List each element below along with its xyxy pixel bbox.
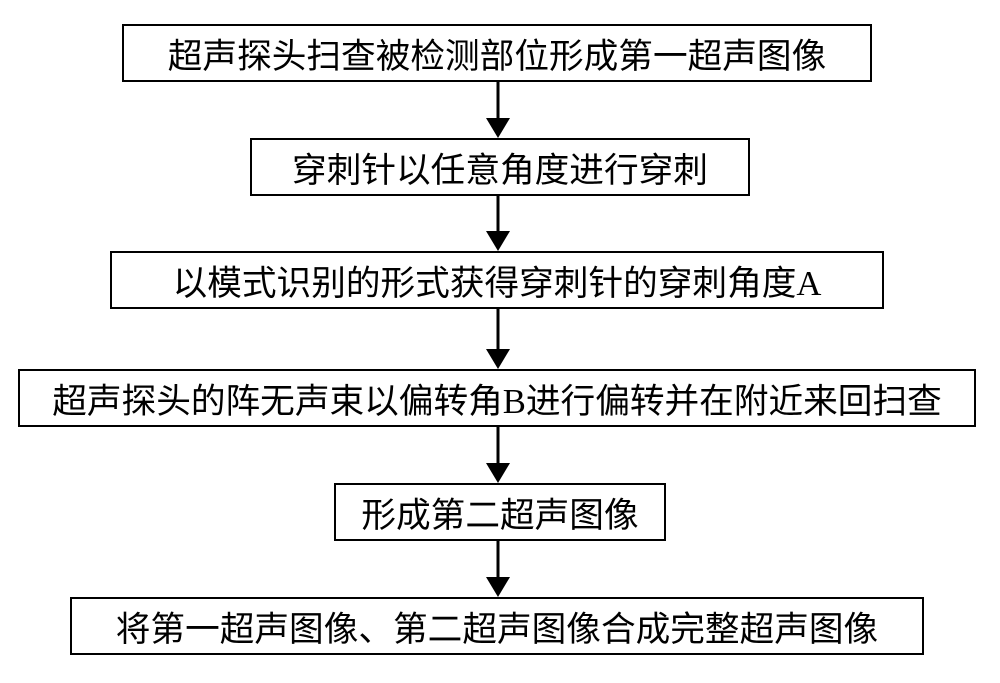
flow-node-label: 超声探头扫查被检测部位形成第一超声图像 [168, 28, 826, 78]
arrow-head-4 [486, 463, 510, 483]
flow-node-label: 超声探头的阵无声束以偏转角B进行偏转并在附近来回扫查 [52, 373, 942, 423]
flowchart-canvas: 超声探头扫查被检测部位形成第一超声图像穿刺针以任意角度进行穿刺以模式识别的形式获… [0, 0, 1000, 683]
flow-node-label: 形成第二超声图像 [361, 487, 638, 537]
arrow-line-4 [497, 427, 500, 463]
arrow-head-1 [486, 118, 510, 138]
flow-node-2: 穿刺针以任意角度进行穿刺 [250, 138, 750, 196]
flow-node-4: 超声探头的阵无声束以偏转角B进行偏转并在附近来回扫查 [18, 369, 976, 427]
arrow-line-3 [497, 309, 500, 349]
arrow-head-5 [486, 577, 510, 597]
flow-node-5: 形成第二超声图像 [334, 483, 666, 541]
arrow-line-1 [497, 82, 500, 118]
flow-node-label: 将第一超声图像、第二超声图像合成完整超声图像 [116, 601, 878, 651]
flow-node-label: 以模式识别的形式获得穿刺针的穿刺角度A [173, 255, 822, 305]
flow-node-1: 超声探头扫查被检测部位形成第一超声图像 [122, 24, 872, 82]
flow-node-6: 将第一超声图像、第二超声图像合成完整超声图像 [70, 597, 924, 655]
arrow-head-3 [486, 349, 510, 369]
arrow-line-5 [497, 541, 500, 577]
arrow-line-2 [497, 196, 500, 231]
arrow-head-2 [486, 231, 510, 251]
flow-node-label: 穿刺针以任意角度进行穿刺 [292, 142, 708, 192]
flow-node-3: 以模式识别的形式获得穿刺针的穿刺角度A [110, 251, 884, 309]
